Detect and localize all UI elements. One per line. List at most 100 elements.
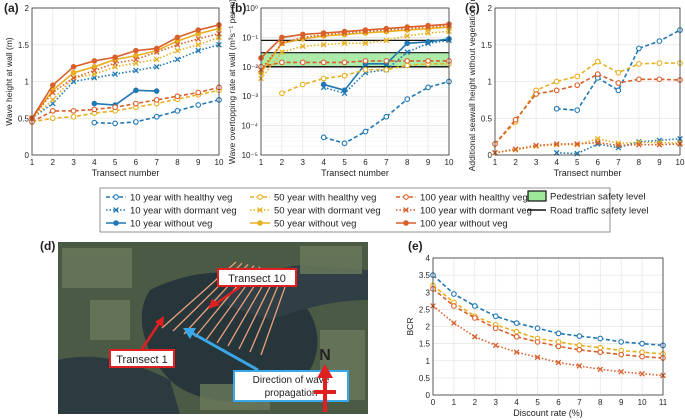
legend-item-10-year-with-healthy-veg: 10 year with healthy veg (106, 193, 232, 204)
land-patch (90, 300, 130, 340)
series-100-year-with-dormant-veg (430, 303, 666, 379)
data-point (153, 63, 160, 70)
x-tick-label: 8 (405, 158, 410, 167)
y-tick-label: 10⁻⁴ (241, 122, 258, 131)
y-axis-label: Wave overtopping rate at wall (m³s⁻¹ per… (227, 0, 237, 164)
data-point (425, 58, 431, 64)
north-arrow-head (317, 364, 333, 378)
data-point (512, 146, 519, 152)
series-line (432, 288, 664, 359)
data-point (404, 33, 411, 39)
transect1-box (109, 349, 175, 368)
data-point (299, 43, 306, 50)
x-tick-label: 3 (71, 158, 76, 167)
x-tick-label: 6 (363, 158, 368, 167)
data-point (49, 115, 56, 122)
series-100-year-with-dormant-veg (492, 139, 683, 156)
data-point (153, 113, 160, 120)
legend-label: 10 year with healthy veg (130, 193, 232, 204)
data-point (534, 325, 541, 332)
data-point (320, 75, 327, 82)
data-point (91, 106, 98, 113)
x-tick-label: 5 (575, 158, 580, 167)
x-tick-label: 7 (616, 158, 621, 167)
legend-marker (403, 207, 409, 213)
data-point (112, 104, 118, 111)
wave-direction-arrow (191, 331, 259, 372)
data-point (594, 139, 601, 146)
x-tick-label: 3 (494, 398, 499, 407)
data-point (512, 116, 519, 123)
legend-item-pedestrian: Pedestrian safety level (527, 190, 646, 203)
map-water-channel (58, 356, 180, 414)
data-point (576, 363, 583, 369)
y-tick-label: 10⁻¹ (242, 33, 258, 42)
data-point (195, 47, 202, 54)
data-point (320, 30, 327, 36)
series-50-year-with-healthy-veg (430, 282, 666, 357)
data-point (153, 88, 160, 94)
data-point (597, 335, 604, 342)
x-tick-label: 10 (215, 158, 224, 167)
y-tick-label: 3.5 (419, 271, 431, 280)
y-tick-label: 0.5 (18, 114, 30, 123)
x-tick-label: 4 (554, 158, 559, 167)
data-point (471, 315, 478, 321)
x-tick-label: 10 (445, 158, 454, 167)
data-point (636, 141, 642, 148)
data-point (362, 27, 369, 33)
panel-label-e: (e) (408, 239, 423, 253)
legend-marker (403, 194, 409, 200)
data-point (555, 343, 562, 350)
data-point (195, 36, 202, 42)
data-point (133, 119, 139, 125)
series-100-year-without-veg (29, 22, 222, 122)
data-point (320, 41, 327, 48)
series-line (432, 274, 664, 347)
y-axis-label: BCR (405, 318, 415, 336)
legend-label: 100 year without veg (420, 219, 508, 230)
data-point (533, 91, 539, 97)
data-point (553, 87, 560, 94)
data-point (279, 59, 285, 66)
y-tick-label: 0 (488, 151, 493, 160)
x-tick-label: 4 (514, 398, 519, 407)
data-point (404, 49, 411, 55)
data-point (574, 73, 581, 80)
data-point (49, 89, 56, 96)
legend-item-100-year-without-veg: 100 year without veg (396, 219, 508, 230)
data-point (91, 58, 98, 64)
legend-marker (113, 220, 119, 226)
wave-direction-line2: propagation (265, 388, 318, 399)
axes-frame (494, 7, 681, 156)
x-tick-label: 7 (154, 158, 159, 167)
data-point (513, 328, 520, 335)
pedestrian-safety-band (261, 52, 449, 67)
data-point (656, 60, 663, 66)
series-10-year-with-healthy-veg (320, 78, 452, 147)
axes-frame (31, 7, 220, 156)
x-tick-label: 1 (259, 158, 264, 167)
data-point (153, 97, 160, 103)
legend-marker (257, 207, 263, 213)
data-point (279, 90, 285, 97)
legend-marker (257, 194, 263, 200)
data-point (112, 71, 118, 78)
y-tick-label: 0 (426, 391, 431, 400)
legend-item-100-year-with-healthy-veg: 100 year with healthy veg (396, 193, 528, 204)
data-point (404, 40, 411, 47)
x-tick-label: 9 (657, 158, 662, 167)
transect10-label: Transect 10 (228, 273, 286, 285)
data-point (195, 102, 202, 108)
data-point (341, 59, 348, 66)
data-point (576, 333, 583, 339)
data-point (574, 107, 581, 114)
x-tick-label: 11 (659, 398, 668, 407)
data-point (383, 37, 390, 44)
data-point (513, 333, 520, 340)
y-tick-label: 2 (426, 323, 431, 332)
data-point (341, 28, 348, 35)
data-point (404, 24, 411, 30)
legend-road-label: Road traffic safety level (550, 206, 649, 217)
